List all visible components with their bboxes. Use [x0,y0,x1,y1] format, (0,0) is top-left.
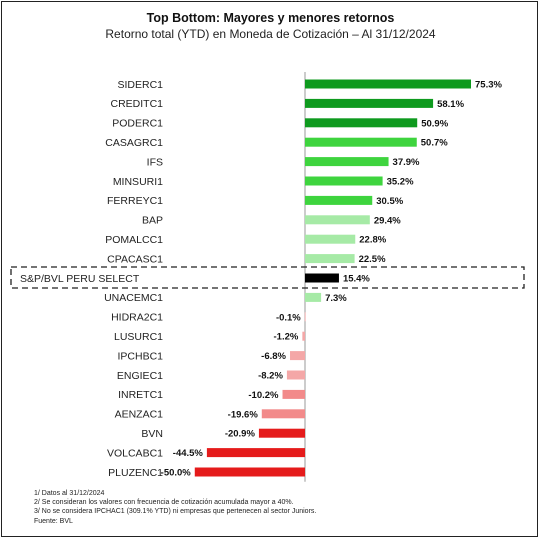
category-label-4: IFS [147,156,163,168]
value-label-2: 50.9% [421,118,448,129]
value-label-4: 37.9% [393,157,420,168]
bar-3 [305,137,417,147]
category-label-2: PODERC1 [112,118,163,130]
bar-14 [290,351,305,361]
value-label-5: 35.2% [387,177,414,188]
category-label-7: BAP [142,215,163,227]
category-label-17: AENZAC1 [115,409,164,421]
footnote-1: 1/ Datos al 31/12/2024 [34,490,105,497]
bar-4 [305,157,389,167]
category-label-13: LUSURC1 [114,331,163,343]
value-label-12: -0.1% [276,312,301,323]
bar-2 [305,118,418,128]
bar-9 [305,254,355,264]
bar-12 [304,312,306,322]
bar-5 [305,176,383,186]
highlight-box [10,266,525,289]
value-label-0: 75.3% [475,80,502,91]
chart-subtitle: Retorno total (YTD) en Moneda de Cotizac… [105,27,436,41]
value-label-3: 50.7% [421,138,448,149]
footnotes: 1/ Datos al 31/12/2024 2/ Se consideran … [34,489,316,526]
value-label-10: 15.4% [343,274,370,285]
bar-17 [261,409,305,419]
bar-0 [305,79,471,89]
value-label-17: -19.6% [228,409,259,420]
category-label-11: UNACEMC1 [104,292,163,304]
category-label-6: FERREYC1 [107,195,163,207]
value-label-6: 30.5% [376,196,403,207]
bar-18 [258,428,305,438]
category-label-18: BVN [141,428,163,440]
bar-16 [282,389,305,399]
value-label-1: 58.1% [437,99,464,110]
category-label-20: PLUZENC1 [108,467,163,479]
category-label-12: HIDRA2C1 [111,312,163,324]
bar-8 [305,234,356,244]
value-label-19: -44.5% [173,448,204,459]
bar-15 [286,370,305,380]
value-label-15: -8.2% [258,371,283,382]
category-label-1: CREDITC1 [110,98,163,110]
bar-7 [305,215,370,225]
bar-19 [206,448,305,458]
bar-11 [305,292,322,302]
category-label-19: VOLCABC1 [107,447,163,459]
value-label-8: 22.8% [359,235,386,246]
category-label-16: INRETC1 [118,389,163,401]
bar-20 [194,467,305,477]
bar-10 [305,273,339,283]
footnote-3: 3/ No se considera IPCHAC1 (309.1% YTD) … [34,508,317,516]
value-label-9: 22.5% [359,254,386,265]
category-label-5: MINSURI1 [113,176,163,188]
footnote-source: Fuente: BVL [34,517,73,525]
category-label-8: POMALCC1 [105,234,163,246]
category-label-14: IPCHBC1 [117,350,163,362]
category-label-15: ENGIEC1 [117,370,163,382]
chart-title: Top Bottom: Mayores y menores retornos [146,11,395,25]
footnote-2: 2/ Se consideran los valores con frecuen… [34,499,294,507]
bar-6 [305,195,373,205]
value-label-13: -1.2% [274,332,299,343]
value-label-14: -6.8% [261,351,286,362]
category-label-10: S&P/BVL PERU SELECT [20,273,140,285]
category-label-9: CPACASC1 [107,253,163,265]
value-label-18: -20.9% [225,429,256,440]
value-label-20: -50.0% [161,468,192,479]
bar-13 [302,331,305,341]
value-label-11: 7.3% [325,293,347,304]
value-label-7: 29.4% [374,215,401,226]
bar-1 [305,98,434,108]
category-label-3: CASAGRC1 [105,137,163,149]
value-label-16: -10.2% [248,390,279,401]
category-label-0: SIDERC1 [117,79,163,91]
